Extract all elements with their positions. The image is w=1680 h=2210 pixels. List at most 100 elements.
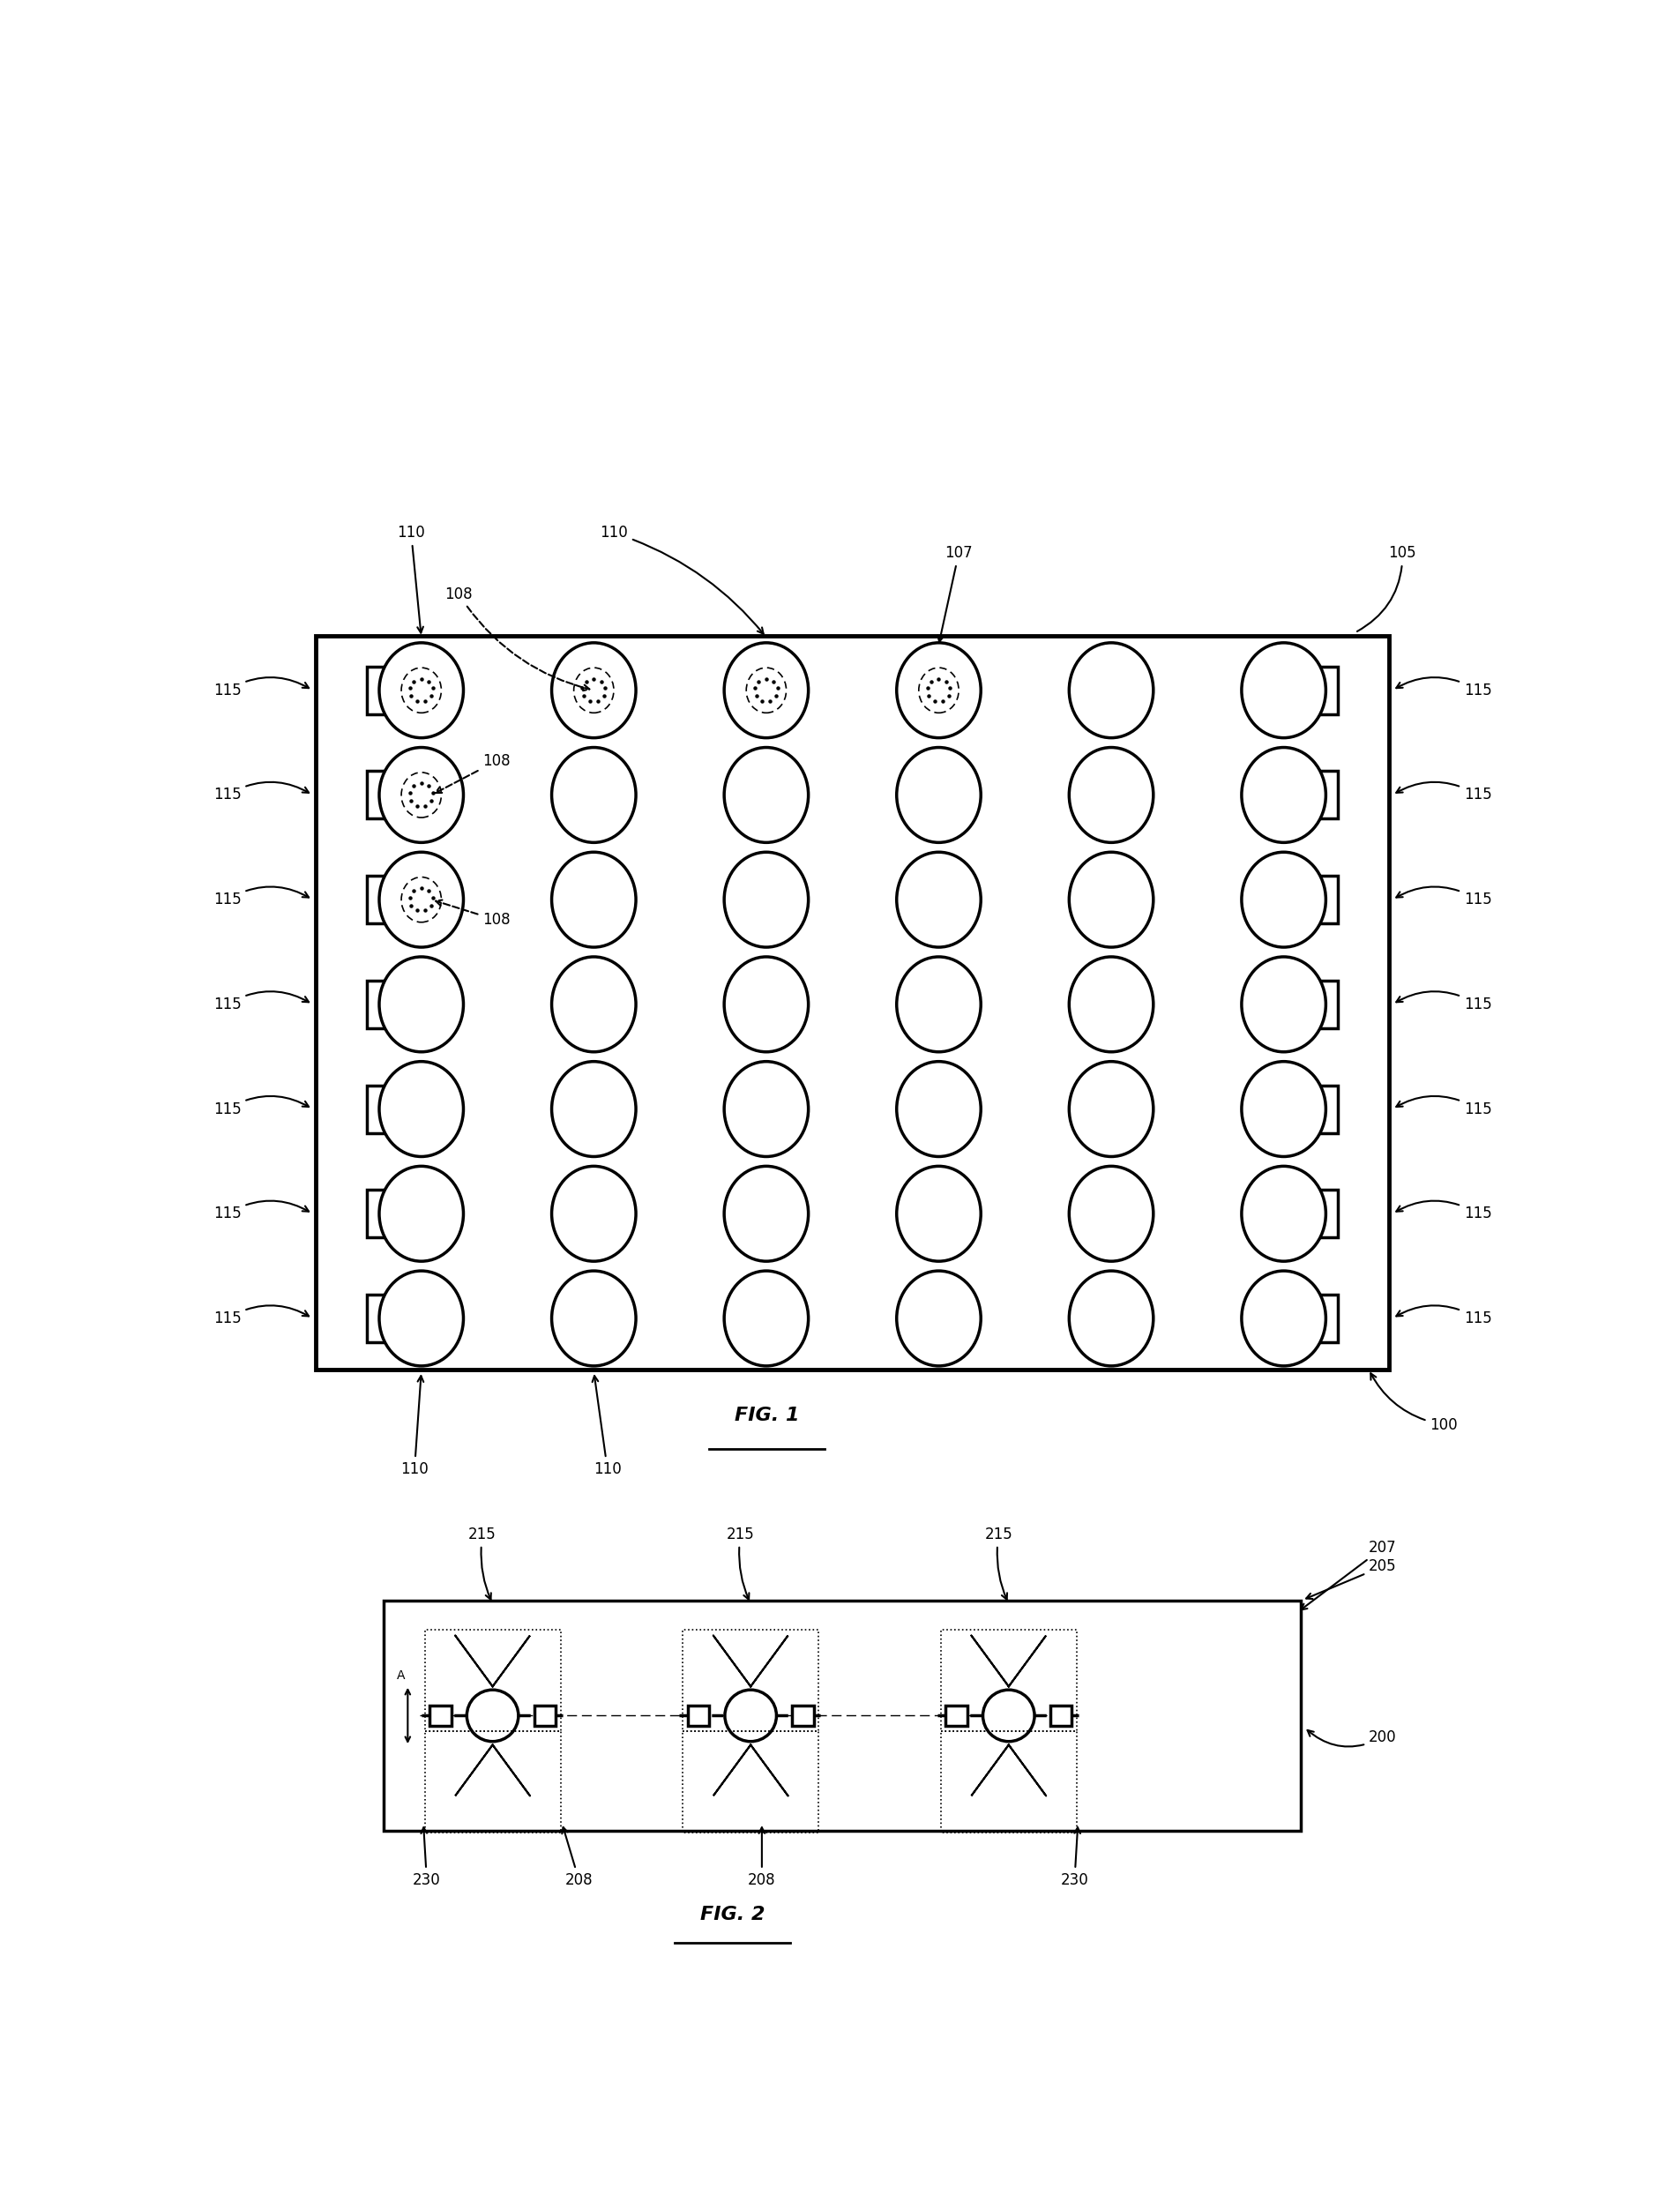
Text: 115: 115 xyxy=(213,886,309,908)
Ellipse shape xyxy=(919,667,959,714)
Bar xyxy=(366,667,428,714)
Text: 215: 215 xyxy=(469,1527,496,1600)
Ellipse shape xyxy=(551,853,637,948)
Bar xyxy=(425,1730,561,1832)
Circle shape xyxy=(983,1691,1035,1741)
Ellipse shape xyxy=(402,771,442,818)
Text: 115: 115 xyxy=(1396,1200,1492,1222)
Ellipse shape xyxy=(724,1061,808,1156)
Text: 115: 115 xyxy=(213,1200,309,1222)
Bar xyxy=(1277,981,1337,1028)
Bar xyxy=(534,1706,556,1726)
Ellipse shape xyxy=(724,853,808,948)
Text: 205: 205 xyxy=(1307,1558,1396,1598)
Text: 115: 115 xyxy=(213,1306,309,1326)
Bar xyxy=(1277,875,1337,924)
Bar xyxy=(687,1706,709,1726)
Text: A: A xyxy=(396,1669,405,1682)
Text: 115: 115 xyxy=(213,782,309,802)
Text: 230: 230 xyxy=(413,1828,440,1887)
Text: 107: 107 xyxy=(937,546,973,641)
Bar xyxy=(1277,667,1337,714)
Text: 230: 230 xyxy=(1060,1828,1089,1887)
Ellipse shape xyxy=(402,877,442,922)
Text: 110: 110 xyxy=(400,1377,428,1476)
Bar xyxy=(682,1631,818,1730)
Text: FIG. 2: FIG. 2 xyxy=(701,1905,764,1923)
Ellipse shape xyxy=(380,1167,464,1262)
Circle shape xyxy=(724,1691,776,1741)
Text: 100: 100 xyxy=(1371,1372,1458,1432)
Ellipse shape xyxy=(551,643,637,738)
Ellipse shape xyxy=(575,667,613,714)
Bar xyxy=(385,1600,1300,1832)
Circle shape xyxy=(467,1691,519,1741)
Bar xyxy=(425,1631,561,1730)
Text: 108: 108 xyxy=(435,899,511,928)
Bar xyxy=(1277,771,1337,818)
Ellipse shape xyxy=(897,1167,981,1262)
Text: 110: 110 xyxy=(396,526,425,632)
Text: FIG. 1: FIG. 1 xyxy=(734,1408,800,1423)
Ellipse shape xyxy=(724,643,808,738)
Ellipse shape xyxy=(380,1271,464,1366)
Text: 200: 200 xyxy=(1307,1730,1396,1746)
Ellipse shape xyxy=(1068,1271,1154,1366)
Ellipse shape xyxy=(380,853,464,948)
Text: 105: 105 xyxy=(1357,546,1416,632)
Ellipse shape xyxy=(1068,957,1154,1052)
Ellipse shape xyxy=(551,957,637,1052)
Ellipse shape xyxy=(380,747,464,842)
Ellipse shape xyxy=(897,643,981,738)
Ellipse shape xyxy=(551,747,637,842)
Text: 215: 215 xyxy=(726,1527,754,1600)
Ellipse shape xyxy=(1242,747,1326,842)
Bar xyxy=(316,636,1389,1370)
Ellipse shape xyxy=(551,1167,637,1262)
Bar xyxy=(1277,1085,1337,1134)
Ellipse shape xyxy=(897,747,981,842)
Text: 115: 115 xyxy=(1396,886,1492,908)
Bar xyxy=(366,1295,428,1341)
Ellipse shape xyxy=(1242,957,1326,1052)
Ellipse shape xyxy=(724,1167,808,1262)
Text: 208: 208 xyxy=(563,1828,593,1887)
Ellipse shape xyxy=(551,1061,637,1156)
Ellipse shape xyxy=(1242,853,1326,948)
Text: 115: 115 xyxy=(1396,782,1492,802)
Bar xyxy=(1277,1295,1337,1341)
Ellipse shape xyxy=(897,853,981,948)
Text: 110: 110 xyxy=(593,1377,622,1476)
Bar xyxy=(366,771,428,818)
Ellipse shape xyxy=(380,1061,464,1156)
Bar xyxy=(791,1706,813,1726)
Ellipse shape xyxy=(1242,1167,1326,1262)
Ellipse shape xyxy=(402,667,442,714)
Text: 208: 208 xyxy=(748,1828,776,1887)
Ellipse shape xyxy=(380,643,464,738)
Ellipse shape xyxy=(1068,853,1154,948)
Ellipse shape xyxy=(1068,1167,1154,1262)
Text: 207: 207 xyxy=(1300,1540,1396,1609)
Ellipse shape xyxy=(380,957,464,1052)
Text: 108: 108 xyxy=(435,754,511,793)
Ellipse shape xyxy=(897,1061,981,1156)
Text: 115: 115 xyxy=(1396,1096,1492,1116)
Ellipse shape xyxy=(724,747,808,842)
Text: 115: 115 xyxy=(1396,676,1492,698)
Text: 115: 115 xyxy=(213,992,309,1012)
Text: 115: 115 xyxy=(213,1096,309,1116)
Bar xyxy=(366,875,428,924)
Ellipse shape xyxy=(1242,1271,1326,1366)
Bar xyxy=(366,1189,428,1238)
Ellipse shape xyxy=(724,1271,808,1366)
Ellipse shape xyxy=(897,957,981,1052)
Ellipse shape xyxy=(897,1271,981,1366)
Text: 115: 115 xyxy=(213,676,309,698)
Ellipse shape xyxy=(746,667,786,714)
Ellipse shape xyxy=(1242,1061,1326,1156)
Ellipse shape xyxy=(1068,643,1154,738)
Ellipse shape xyxy=(1068,747,1154,842)
Bar xyxy=(366,981,428,1028)
Bar xyxy=(1277,1189,1337,1238)
